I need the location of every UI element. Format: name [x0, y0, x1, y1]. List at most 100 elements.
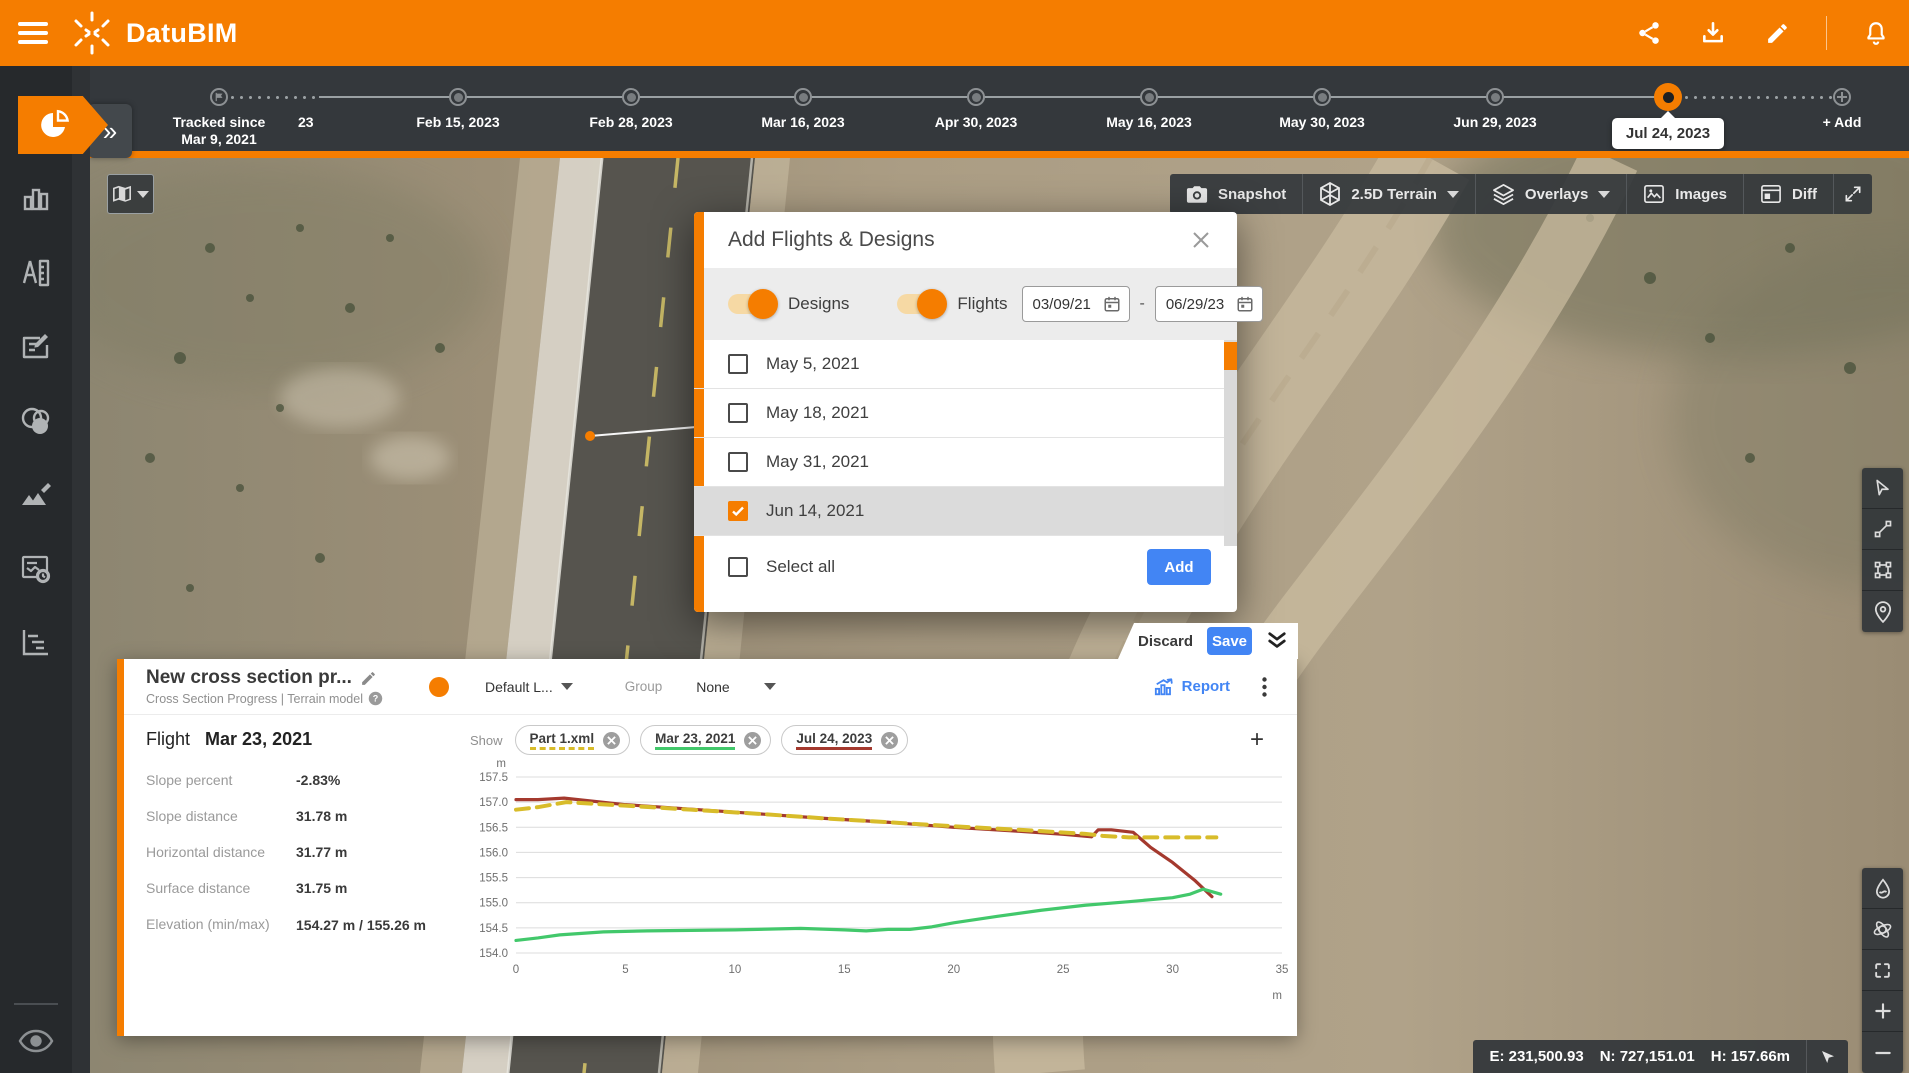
select-cursor-tool[interactable] — [1862, 468, 1903, 509]
scrollbar-thumb[interactable] — [1224, 342, 1237, 370]
stat-label: Elevation (min/max) — [146, 916, 270, 932]
sidebar-item-visibility[interactable] — [0, 1015, 72, 1067]
timeline-node-circle[interactable] — [622, 88, 640, 106]
marker-pin-tool[interactable] — [1862, 591, 1903, 632]
layer-color-dot[interactable] — [429, 676, 449, 697]
timeline-node-label[interactable]: Jun 29, 2023 — [1453, 114, 1537, 130]
sidebar-item-overlay-compare[interactable] — [0, 384, 72, 458]
flight-list-item[interactable]: May 18, 2021 — [694, 389, 1237, 438]
timeline-node-label[interactable]: Feb 28, 2023 — [589, 114, 673, 130]
diff-button[interactable]: Diff — [1744, 174, 1834, 214]
timeline-node-label[interactable]: Mar 16, 2023 — [761, 114, 845, 130]
notifications-bell-icon[interactable] — [1861, 18, 1891, 48]
timeline-node-label[interactable]: Feb 15, 2023 — [416, 114, 500, 130]
flights-toggle[interactable] — [897, 289, 948, 319]
snapshot-button[interactable]: Snapshot — [1169, 174, 1304, 214]
polygon-area-tool[interactable] — [1862, 550, 1903, 591]
date-to-input[interactable]: 06/29/23 — [1154, 286, 1263, 322]
checkbox[interactable] — [728, 501, 748, 521]
minus-icon — [1874, 1051, 1891, 1054]
terrain-exaggeration-tool[interactable] — [1862, 868, 1903, 909]
close-icon[interactable] — [1187, 226, 1215, 254]
collapse-panel-button[interactable] — [1266, 631, 1288, 651]
add-flights-designs-modal: Add Flights & Designs Designs Flights 03… — [694, 212, 1263, 612]
recenter-view-tool[interactable] — [1862, 950, 1903, 991]
modal-scrollbar[interactable] — [1224, 340, 1237, 546]
flight-list-item[interactable]: May 5, 2021 — [694, 340, 1237, 389]
timeline-node-label[interactable]: May 16, 2023 — [1106, 114, 1192, 130]
flag-icon[interactable] — [210, 88, 228, 106]
checkbox[interactable] — [728, 403, 748, 423]
draw-tool-stack — [1862, 468, 1903, 632]
overlays-button[interactable]: Overlays — [1475, 174, 1628, 214]
fullscreen-expand-button[interactable] — [1834, 174, 1872, 214]
sidebar-item-measurements[interactable] — [0, 236, 72, 310]
timeline-node-label[interactable]: May 30, 2023 — [1279, 114, 1365, 130]
hamburger-menu-icon[interactable] — [18, 22, 48, 44]
add-flight-plus-icon[interactable] — [1833, 88, 1851, 106]
remove-series-icon[interactable] — [744, 731, 762, 749]
discard-button[interactable]: Discard — [1138, 632, 1194, 650]
orbit-3d-tool[interactable] — [1862, 909, 1903, 950]
zoom-in-button[interactable] — [1862, 991, 1903, 1032]
help-icon[interactable]: ? — [368, 691, 383, 706]
app-title: DatuBIM — [126, 17, 238, 48]
stat-row: Slope percent -2.83% — [146, 772, 470, 789]
edit-title-pencil-icon[interactable] — [360, 670, 377, 687]
checkbox[interactable] — [728, 354, 748, 374]
sidebar-item-terrain-edit[interactable] — [0, 458, 72, 532]
timeline-node-circle[interactable] — [1140, 88, 1158, 106]
add-series-button[interactable]: + — [1249, 726, 1264, 753]
map-viewport[interactable]: Snapshot 2.5D Terrain Overlays Images Di… — [90, 158, 1909, 1073]
timeline-selected-node-circle[interactable] — [1654, 83, 1682, 111]
series-chip[interactable]: Mar 23, 2021 — [640, 725, 772, 755]
basemap-style-button[interactable] — [107, 174, 154, 214]
map-icon — [113, 185, 131, 202]
layer-selector-dropdown[interactable]: Default L... — [485, 679, 573, 695]
remove-series-icon[interactable] — [881, 731, 899, 749]
flight-list-item[interactable]: May 31, 2021 — [694, 438, 1237, 487]
notes-edit-icon — [22, 334, 49, 359]
polyline-measure-tool[interactable] — [1862, 509, 1903, 550]
timeline-add-label[interactable]: + Add — [1822, 114, 1862, 130]
timeline-node-circle[interactable] — [1486, 88, 1504, 106]
remove-series-icon[interactable] — [603, 731, 621, 749]
compass-pointer-button[interactable] — [1806, 1040, 1848, 1073]
edit-pencil-icon[interactable] — [1762, 18, 1792, 48]
sidebar-item-annotations[interactable] — [0, 310, 72, 384]
stat-value: 31.75 m — [296, 880, 348, 896]
flight-date-label: May 31, 2021 — [766, 452, 870, 471]
timeline-node-circle[interactable] — [967, 88, 985, 106]
flights-timeline: Tracked since Mar 9, 2021 23 Feb 15, 202… — [72, 66, 1909, 158]
select-all-checkbox[interactable] — [728, 557, 748, 577]
add-button[interactable]: Add — [1147, 549, 1211, 585]
series-chip-label: Jul 24, 2023 — [796, 731, 873, 750]
images-button[interactable]: Images — [1627, 174, 1744, 214]
timeline-node-circle[interactable] — [1313, 88, 1331, 106]
sidebar-item-analytics[interactable] — [0, 162, 72, 236]
series-chip[interactable]: Jul 24, 2023 — [781, 725, 909, 755]
share-icon[interactable] — [1634, 18, 1664, 48]
more-options-kebab-icon[interactable] — [1256, 675, 1273, 699]
venn-circles-icon — [21, 407, 50, 434]
group-dropdown[interactable]: None — [696, 679, 776, 695]
chevron-down-icon — [763, 683, 776, 690]
timeline-node-label[interactable]: Apr 30, 2023 — [934, 114, 1018, 130]
terrain-mode-button[interactable]: 2.5D Terrain — [1303, 174, 1476, 214]
report-button[interactable]: Report — [1153, 677, 1230, 697]
camera-icon — [1186, 185, 1208, 203]
zoom-out-button[interactable] — [1862, 1032, 1903, 1073]
timeline-node-circle[interactable] — [449, 88, 467, 106]
checkbox[interactable] — [728, 452, 748, 472]
modal-filter-row: Designs Flights 03/09/21 - 06/29/23 — [694, 268, 1263, 340]
map-pin-icon — [1874, 600, 1891, 623]
sidebar-item-reports[interactable] — [0, 532, 72, 606]
designs-toggle[interactable] — [728, 289, 778, 319]
timeline-node-circle[interactable] — [794, 88, 812, 106]
flight-list-item[interactable]: Jun 14, 2021 — [694, 487, 1237, 536]
sidebar-item-activities[interactable] — [0, 606, 72, 680]
series-chip[interactable]: Part 1.xml — [514, 725, 631, 755]
download-icon[interactable] — [1698, 18, 1728, 48]
save-button[interactable]: Save — [1207, 627, 1252, 655]
date-from-input[interactable]: 03/09/21 — [1021, 286, 1130, 322]
